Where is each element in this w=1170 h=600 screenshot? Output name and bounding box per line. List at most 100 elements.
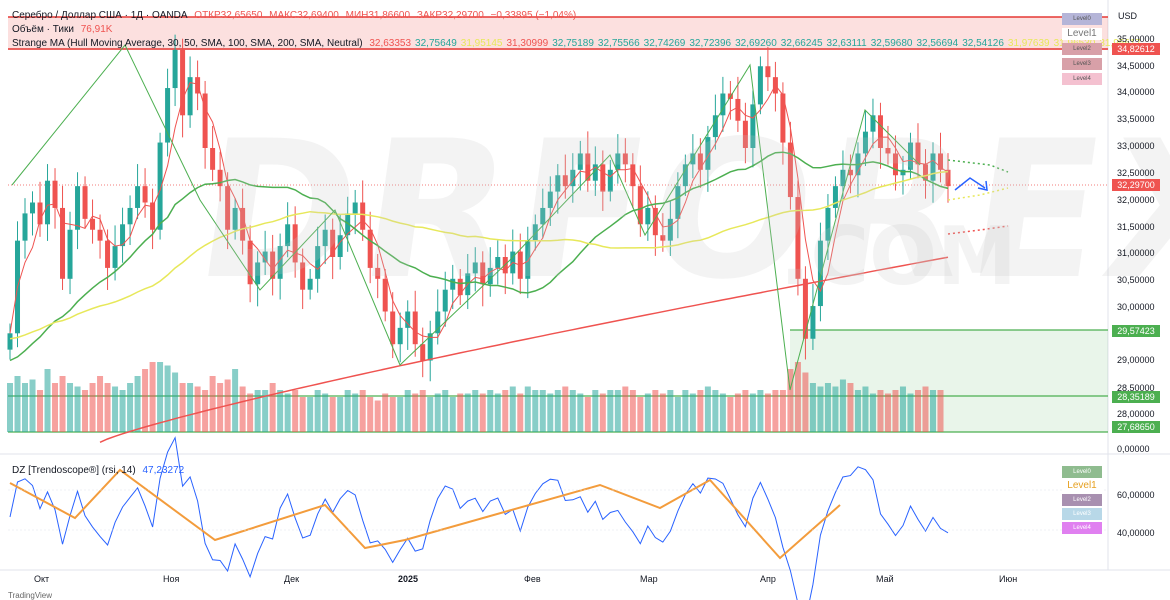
candle-body — [450, 278, 456, 290]
candle-body — [292, 224, 298, 263]
volume-bar — [194, 386, 201, 432]
volume-bar — [809, 383, 816, 432]
price-tag: 27,68650 — [1112, 421, 1160, 433]
rsi-legend[interactable]: DZ [Trendoscope®] (rsi, 14) 47,23272 — [12, 464, 188, 477]
volume-bar — [734, 393, 741, 432]
volume-bar — [659, 393, 666, 432]
candle-body — [255, 262, 261, 285]
candle-body — [157, 142, 163, 230]
volume-bar — [539, 390, 546, 432]
volume-bar — [749, 393, 756, 432]
level-box: Level2 — [1062, 43, 1102, 55]
volume-bar — [449, 397, 456, 432]
volume-bar — [824, 383, 831, 432]
volume-bar — [877, 390, 884, 432]
symbol-legend[interactable]: Серебро / Доллар США · 1Д · OANDA ОТКР32… — [12, 9, 580, 22]
volume-legend[interactable]: Объём · Тики 76,91K — [12, 23, 116, 36]
candle-body — [802, 278, 808, 339]
volume-bar — [412, 393, 419, 432]
volume-bar — [464, 393, 471, 432]
volume-bar — [239, 386, 246, 432]
candle-body — [97, 229, 103, 241]
sma50-line — [9, 151, 949, 362]
candle-body — [442, 289, 448, 312]
candle-body — [892, 153, 898, 176]
volume-bar — [209, 376, 216, 432]
volume-bar — [382, 393, 389, 432]
volume-bar — [689, 393, 696, 432]
candle-body — [652, 207, 658, 236]
candle-body — [277, 246, 283, 279]
candle-body — [532, 224, 538, 241]
candle-body — [75, 186, 81, 230]
candle-body — [780, 93, 786, 143]
candle-body — [45, 180, 51, 225]
ma-value: 32,74269 — [643, 38, 686, 49]
volume-bar — [419, 390, 426, 432]
volume-bar — [179, 383, 186, 432]
candle-body — [352, 202, 358, 214]
candle-body — [600, 164, 606, 192]
time-tick: Фев — [524, 574, 541, 584]
volume-bar — [187, 383, 194, 432]
ma-legend[interactable]: Strange MA (Hull Moving Average, 30, 50,… — [12, 37, 1149, 50]
candle-body — [817, 240, 823, 307]
candle-body — [67, 229, 73, 279]
candle-body — [922, 164, 928, 181]
candle-body — [570, 169, 576, 187]
volume-bar — [427, 397, 434, 432]
ma-value: 32,59680 — [870, 38, 913, 49]
volume-bar — [472, 390, 479, 432]
volume-bar — [892, 390, 899, 432]
price-tag: 34,82612 — [1112, 43, 1160, 55]
ma-value: 32,69260 — [735, 38, 777, 49]
symbol-name[interactable]: Серебро / Доллар США · 1Д · OANDA — [12, 10, 188, 21]
volume-bar — [584, 397, 591, 432]
volume-bar — [134, 376, 141, 432]
volume-bar — [757, 390, 764, 432]
volume-bar — [127, 383, 134, 432]
candle-body — [562, 175, 568, 187]
candle-body — [885, 148, 891, 154]
volume-bar — [307, 397, 314, 432]
level-box: Level1 — [1062, 28, 1102, 40]
volume-bar — [592, 390, 599, 432]
candle-body — [862, 131, 868, 154]
volume-bar — [89, 383, 96, 432]
volume-bar — [667, 390, 674, 432]
candle-body — [427, 333, 433, 361]
volume-bar — [772, 390, 779, 432]
candle-body — [765, 66, 771, 78]
time-tick: Апр — [760, 574, 776, 584]
volume-bar — [922, 386, 929, 432]
price-tick: 34,50000 — [1117, 61, 1155, 71]
volume-bar — [502, 390, 509, 432]
volume-bar — [7, 383, 13, 432]
candle-body — [607, 169, 613, 192]
candle-body — [90, 218, 96, 230]
price-tick: 28,00000 — [1117, 409, 1155, 419]
volume-bar — [314, 390, 321, 432]
volume-bar — [74, 386, 81, 432]
ma-value: 32,75566 — [597, 38, 640, 49]
volume-bar — [59, 376, 66, 432]
time-tick: Май — [876, 574, 894, 584]
candle-body — [480, 262, 486, 285]
candle-body — [315, 246, 321, 279]
level-box: Level4 — [1062, 522, 1102, 534]
volume-bar — [884, 393, 891, 432]
volume-bar — [67, 383, 74, 432]
volume-bar — [374, 400, 381, 432]
candle-body — [217, 169, 223, 187]
candle-body — [757, 66, 763, 105]
price-tick: 32,00000 — [1117, 195, 1155, 205]
volume-bar — [697, 390, 704, 432]
sma50-projection — [947, 159, 1009, 173]
currency-label[interactable]: USD — [1118, 11, 1138, 21]
volume-bar — [869, 393, 876, 432]
volume-bar — [434, 393, 441, 432]
candle-body — [682, 164, 688, 187]
volume-bar — [907, 393, 914, 432]
candle-body — [345, 213, 351, 236]
